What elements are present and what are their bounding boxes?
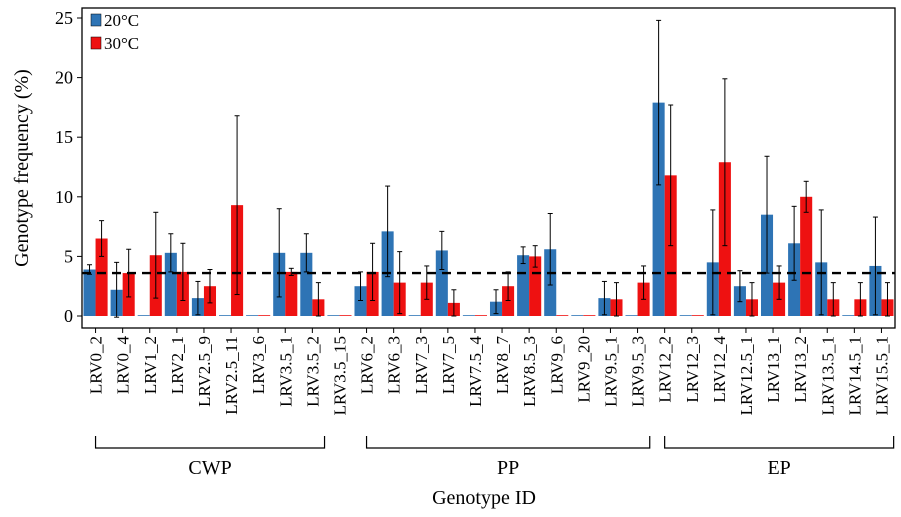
bar-20c-LRV2.5_11 [218,315,232,316]
x-category-label: LRV9.5_3 [629,336,648,407]
x-category-label: LRV12_4 [710,336,729,403]
bar-20c-LRV12_3 [679,315,692,316]
bar-20c-LRV7_5 [435,250,448,316]
bar-20c-LRV3_6 [246,315,259,316]
bar-30c-LRV8.5_3 [529,256,542,316]
y-axis-title: Genotype frequency (%) [11,69,33,267]
bar-30c-LRV0_2 [95,238,108,316]
x-category-label: LRV13_1 [764,336,783,403]
bar-20c-LRV8.5_3 [517,255,530,316]
group-label-ep: EP [767,457,790,479]
y-tick-label: 10 [55,187,73,207]
x-category-label: LRV7.5_4 [466,336,485,407]
bar-30c-LRV3.5_1 [285,271,298,316]
group-bracket-pp [365,436,651,449]
bar-30c-LRV12_3 [691,315,704,316]
x-category-label: LRV2_1 [168,336,187,394]
x-category-label: LRV6_2 [358,336,377,394]
x-category-label: LRV2.5_9 [195,336,214,407]
bar-20c-LRV7.5_4 [462,315,475,316]
x-category-label: LRV7_5 [439,336,458,394]
bar-20c-LRV6_2 [354,286,367,316]
legend-label-20c: 20°C [104,11,139,30]
x-category-label: LRV3.5_15 [330,336,349,415]
legend: 20°C 30°C [90,11,139,53]
group-bracket-ep [664,436,895,449]
x-axis-title: Genotype ID [432,487,536,509]
x-category-label: LRV2.5_11 [222,336,241,415]
group-bracket-cwp [94,436,326,449]
x-category-label: LRV0_2 [87,336,106,394]
bar-30c-LRV9_6 [556,315,569,316]
plot-area: 0 5 10 15 20 25 LRV0_2 LRV0_4 LRV1_2 LRV2_1 LRV2.5… [55,7,896,479]
bar-30c-LRV7.5_4 [474,315,488,316]
x-category-label: LRV1_2 [141,336,160,394]
x-category-label: LRV9_6 [547,336,566,394]
plot-border [81,7,896,329]
x-category-label: LRV9.5_1 [601,336,620,407]
x-category-label: LRV12.5_1 [737,336,756,415]
bar-20c-LRV9.5_3 [625,315,638,316]
bar-30c-LRV3_6 [258,315,271,316]
x-category-label: LRV15.5_1 [872,336,891,415]
legend-swatch-30c [90,36,102,50]
x-category-label: LRV12_3 [683,336,702,403]
x-category-label: LRV13.5_1 [818,336,837,415]
group-label-pp: PP [497,457,519,479]
x-category-label: LRV6_3 [385,336,404,394]
y-tick-label: 20 [55,68,73,88]
bar-30c-LRV8_7 [502,286,515,316]
x-category-label: LRV9_20 [574,336,593,403]
x-category-label: LRV0_4 [114,336,133,395]
group-label-cwp: CWP [188,457,231,479]
bar-30c-LRV9_20 [583,315,596,316]
x-category-label: LRV3.5_1 [276,336,295,407]
legend-swatch-20c [90,13,102,27]
x-category-label: LRV13_2 [791,336,810,403]
bar-30c-LRV3.5_15 [339,315,352,316]
bar-20c-LRV0_2 [83,269,96,316]
x-category-label: LRV8_7 [493,336,512,395]
bar-20c-LRV7_3 [408,315,421,316]
bar-20c-LRV2_1 [164,252,177,316]
y-tick-label: 25 [55,8,73,28]
bar-20c-LRV3.5_2 [300,252,313,316]
x-category-label: LRV3_6 [249,336,268,394]
x-category-label: LRV8.5_3 [520,336,539,407]
y-tick-label: 15 [55,127,73,147]
x-category-label: LRV14.5_1 [845,336,864,415]
y-tick-label: 0 [64,306,73,326]
x-category-label: LRV3.5_2 [303,336,322,407]
bar-20c-LRV9_20 [571,315,584,316]
y-tick-label: 5 [64,246,73,266]
x-category-label: LRV12_2 [656,336,675,403]
bar-20c-LRV12_2 [652,102,665,316]
x-category-label: LRV7_3 [412,336,431,394]
bar-30c-LRV13_2 [800,196,813,316]
bar-20c-LRV14.5_1 [842,315,855,316]
bar-20c-LRV1_2 [137,315,150,316]
bar-20c-LRV3.5_15 [327,315,340,316]
legend-label-30c: 30°C [104,34,139,53]
